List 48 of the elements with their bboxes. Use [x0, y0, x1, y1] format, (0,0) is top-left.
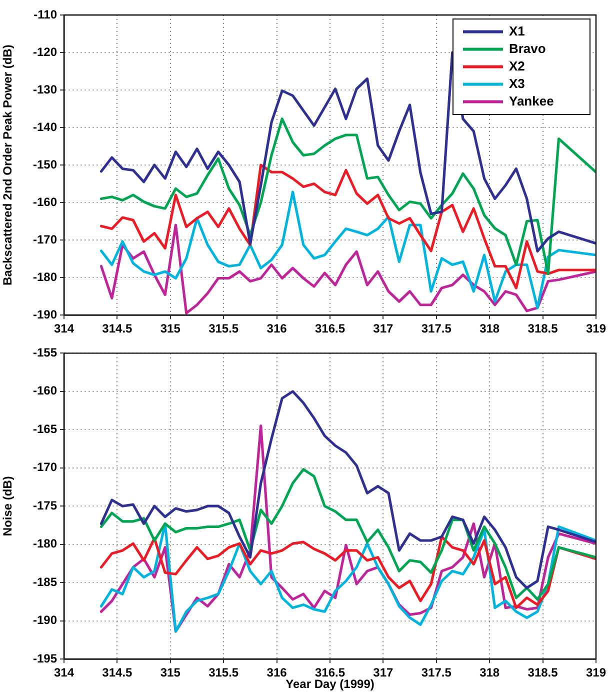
y-tick-label: -140: [32, 120, 58, 134]
x-tick-label: 316: [266, 322, 288, 336]
y-tick-label: -190: [32, 613, 58, 628]
legend-label: Yankee: [508, 93, 554, 108]
x-tick-label: 315.5: [208, 322, 239, 336]
y-tick-label: -160: [32, 194, 58, 209]
x-tick-label: 317: [373, 666, 394, 680]
x-tick-label: 314.5: [102, 666, 133, 680]
y-tick-label: -150: [32, 157, 58, 172]
legend-label: Bravo: [508, 40, 546, 56]
x-tick-label: 316.5: [314, 322, 346, 336]
y-tick-label: -195: [32, 651, 58, 666]
x-tick-label: 317.5: [421, 666, 452, 680]
x-tick-label: 317.5: [421, 322, 452, 336]
x-tick-label: 316.5: [314, 666, 346, 680]
legend-label: X1: [508, 23, 525, 38]
x-tick-label: 314.5: [102, 322, 133, 336]
x-tick-label: 314: [54, 322, 74, 336]
y-tick-label: -160: [32, 384, 58, 398]
y-tick-label: -180: [32, 270, 58, 284]
y-tick-label: -165: [32, 422, 58, 436]
x-tick-label: 318.5: [528, 666, 558, 680]
x-tick-label: 318: [480, 322, 500, 336]
legend-label: X2: [508, 58, 525, 74]
x-tick-label: 318.5: [528, 322, 558, 336]
x-tick-label: 314: [54, 666, 74, 680]
y-tick-label: -110: [34, 7, 58, 22]
x-tick-label: 315: [160, 666, 181, 680]
y-tick-label: -120: [32, 44, 58, 59]
x-tick-label: 315.5: [208, 666, 239, 680]
x-tick-label: 318: [480, 666, 500, 680]
x-tick-label: 315: [160, 322, 181, 336]
x-tick-label: 316: [266, 666, 288, 680]
x-axis-title: Year Day (1999): [286, 677, 374, 692]
y-tick-label: -190: [32, 307, 58, 322]
y-tick-label: -130: [32, 82, 58, 96]
y-tick-label: -180: [32, 536, 58, 551]
y-axis-title: Noise (dB): [0, 476, 15, 536]
x-tick-label: 317: [373, 322, 394, 336]
y-tick-label: -185: [32, 574, 58, 589]
x-tick-label: 319: [586, 322, 606, 336]
y-tick-label: -155: [32, 346, 58, 360]
y-tick-label: -170: [32, 232, 58, 246]
y-axis-title: Backscattered 2nd Order Peak Power (dB): [0, 44, 15, 286]
x-tick-label: 319: [586, 666, 606, 680]
y-tick-label: -175: [32, 498, 58, 512]
y-tick-label: -170: [32, 460, 58, 474]
legend-label: X3: [508, 76, 525, 91]
